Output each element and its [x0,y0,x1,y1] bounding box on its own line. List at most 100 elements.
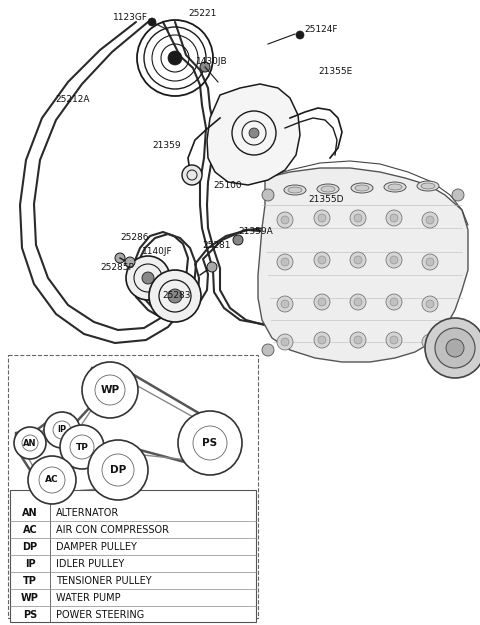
Circle shape [281,258,289,266]
Ellipse shape [351,183,373,193]
Circle shape [28,456,76,504]
Text: 1430JB: 1430JB [196,58,228,66]
Ellipse shape [417,181,439,191]
Circle shape [354,256,362,264]
Text: PS: PS [23,610,37,620]
Circle shape [318,214,326,222]
Circle shape [281,216,289,224]
Text: 21355D: 21355D [308,196,344,204]
Text: 25212A: 25212A [55,96,89,104]
Ellipse shape [384,182,406,192]
Polygon shape [207,84,300,185]
Text: 25285P: 25285P [100,264,134,272]
Circle shape [318,256,326,264]
Text: 25283: 25283 [162,291,191,299]
Text: TP: TP [75,442,88,451]
Ellipse shape [421,183,435,189]
Circle shape [446,339,464,357]
Text: 1123GF: 1123GF [113,14,148,22]
Circle shape [126,256,170,300]
Circle shape [125,257,135,267]
Circle shape [386,332,402,348]
Ellipse shape [284,185,306,195]
Circle shape [435,328,475,368]
Circle shape [350,332,366,348]
Bar [8,355,258,618]
Text: 21359A: 21359A [238,228,273,236]
Circle shape [168,51,182,65]
Text: IDLER PULLEY: IDLER PULLEY [56,559,124,569]
Circle shape [296,31,304,39]
Text: POWER STEERING: POWER STEERING [56,610,144,620]
Circle shape [452,189,464,201]
Circle shape [281,338,289,346]
Text: AC: AC [23,525,37,535]
Text: 25281: 25281 [202,241,230,249]
Circle shape [233,235,243,245]
Text: AC: AC [45,476,59,484]
Text: WP: WP [100,385,120,395]
Circle shape [44,412,80,448]
Ellipse shape [388,184,402,190]
Text: 1140JF: 1140JF [142,248,173,256]
Circle shape [178,411,242,475]
Bar [10,490,256,622]
Circle shape [60,425,104,469]
Circle shape [386,252,402,268]
Circle shape [354,336,362,344]
Ellipse shape [355,185,369,191]
Circle shape [200,62,210,72]
Circle shape [14,427,46,459]
Circle shape [390,298,398,306]
Circle shape [318,298,326,306]
Ellipse shape [288,187,302,193]
Circle shape [422,296,438,312]
Circle shape [426,338,434,346]
Text: DP: DP [110,465,126,475]
Circle shape [262,189,274,201]
Text: 25221: 25221 [188,9,216,19]
Text: WP: WP [21,593,39,603]
Circle shape [277,334,293,350]
Text: 25286: 25286 [120,234,148,242]
Circle shape [390,214,398,222]
Circle shape [350,252,366,268]
Circle shape [207,262,217,272]
Circle shape [277,212,293,228]
Text: AIR CON COMPRESSOR: AIR CON COMPRESSOR [56,525,169,535]
Text: IP: IP [24,559,36,569]
Circle shape [350,294,366,310]
Circle shape [350,210,366,226]
Text: 25100: 25100 [213,181,241,189]
Circle shape [314,252,330,268]
Text: AN: AN [22,508,38,518]
Circle shape [426,258,434,266]
Text: DAMPER PULLEY: DAMPER PULLEY [56,542,137,552]
Circle shape [354,214,362,222]
Circle shape [386,294,402,310]
Text: 21359: 21359 [152,141,180,149]
Ellipse shape [317,184,339,194]
Circle shape [318,336,326,344]
Text: AN: AN [23,439,37,448]
Circle shape [422,254,438,270]
Ellipse shape [321,186,335,192]
Circle shape [88,440,148,500]
Circle shape [314,294,330,310]
Circle shape [281,300,289,308]
Circle shape [168,289,182,303]
Text: 21355E: 21355E [318,68,352,76]
Circle shape [425,318,480,378]
Circle shape [142,272,154,284]
Circle shape [277,296,293,312]
Circle shape [115,253,125,263]
Text: IP: IP [58,426,67,434]
Text: PS: PS [203,438,217,448]
Circle shape [262,344,274,356]
Circle shape [149,270,201,322]
Circle shape [314,332,330,348]
Circle shape [390,256,398,264]
Circle shape [390,336,398,344]
Circle shape [426,216,434,224]
Circle shape [422,212,438,228]
